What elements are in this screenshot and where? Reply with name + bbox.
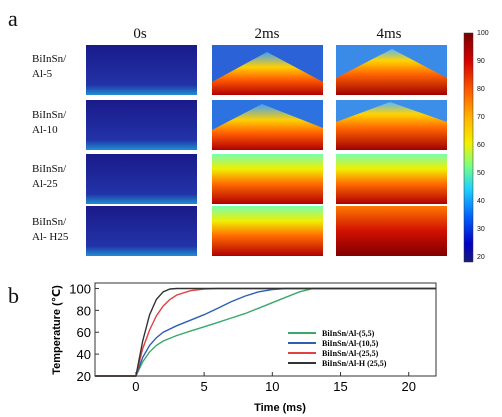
- x-tick-label: 5: [201, 379, 208, 394]
- colorbar-tick: 30: [477, 226, 485, 233]
- x-tick-label: 20: [401, 379, 415, 394]
- legend-label: BiInSn/Al-(25,5): [322, 349, 379, 358]
- cell-al10-2ms: [212, 100, 323, 150]
- panel-a-letter: a: [8, 6, 18, 31]
- colorbar: [463, 32, 474, 263]
- colorbar-tick: 70: [477, 114, 485, 121]
- cell-al5-0s: [86, 45, 197, 95]
- colorbar-tick: 50: [477, 170, 485, 177]
- x-axis-label: Time (ms): [254, 402, 306, 414]
- cell-al25-2ms: [212, 154, 323, 204]
- legend-label: BiInSn/Al-H (25,5): [322, 359, 387, 368]
- panel-b-letter: b: [8, 283, 19, 308]
- colorbar-tick: 100: [477, 30, 489, 37]
- colorbar-tick: 40: [477, 198, 485, 205]
- colorbar-tick: 90: [477, 58, 485, 65]
- y-axis-label: Temperature (℃): [51, 285, 63, 375]
- cell-alh25-0s: [86, 206, 197, 256]
- row-label-alh25: BiInSn/Al- H25: [32, 216, 69, 243]
- cell-alh25-4ms: [336, 206, 447, 256]
- series-line: [95, 287, 436, 377]
- colorbar-tick: 80: [477, 86, 485, 93]
- cell-al5-4ms: [336, 45, 447, 95]
- y-tick-label: 40: [77, 347, 91, 362]
- cell-al10-4ms: [336, 100, 447, 150]
- column-header-4ms: 4ms: [376, 26, 402, 42]
- y-tick-label: 80: [77, 303, 91, 318]
- column-header-0s: 0s: [133, 26, 147, 42]
- cell-al25-0s: [86, 154, 197, 204]
- y-tick-label: 20: [77, 369, 91, 384]
- colorbar-tick: 20: [477, 254, 485, 261]
- series-line: [95, 287, 436, 377]
- legend-label: BiInSn/Al-(5,5): [322, 329, 375, 338]
- column-header-2ms: 2ms: [254, 26, 280, 42]
- series-line: [95, 287, 436, 377]
- simulation-grid: [86, 32, 474, 263]
- y-tick-label: 60: [77, 325, 91, 340]
- colorbar-tick: 60: [477, 142, 485, 149]
- x-tick-label: 0: [132, 379, 139, 394]
- row-label-al5: BiInSn/Al-5: [32, 53, 67, 80]
- x-tick-label: 10: [265, 379, 279, 394]
- row-label-al10: BiInSn/Al-10: [32, 109, 67, 136]
- row-label-al25: BiInSn/Al-25: [32, 163, 67, 190]
- legend-label: BiInSn/Al-(10,5): [322, 339, 379, 348]
- y-tick-label: 100: [69, 281, 91, 296]
- cell-al5-2ms: [212, 45, 323, 95]
- plot-frame: [94, 282, 437, 377]
- cell-al10-0s: [86, 100, 197, 150]
- cell-al25-4ms: [336, 154, 447, 204]
- cell-alh25-2ms: [212, 206, 323, 256]
- x-tick-label: 15: [333, 379, 347, 394]
